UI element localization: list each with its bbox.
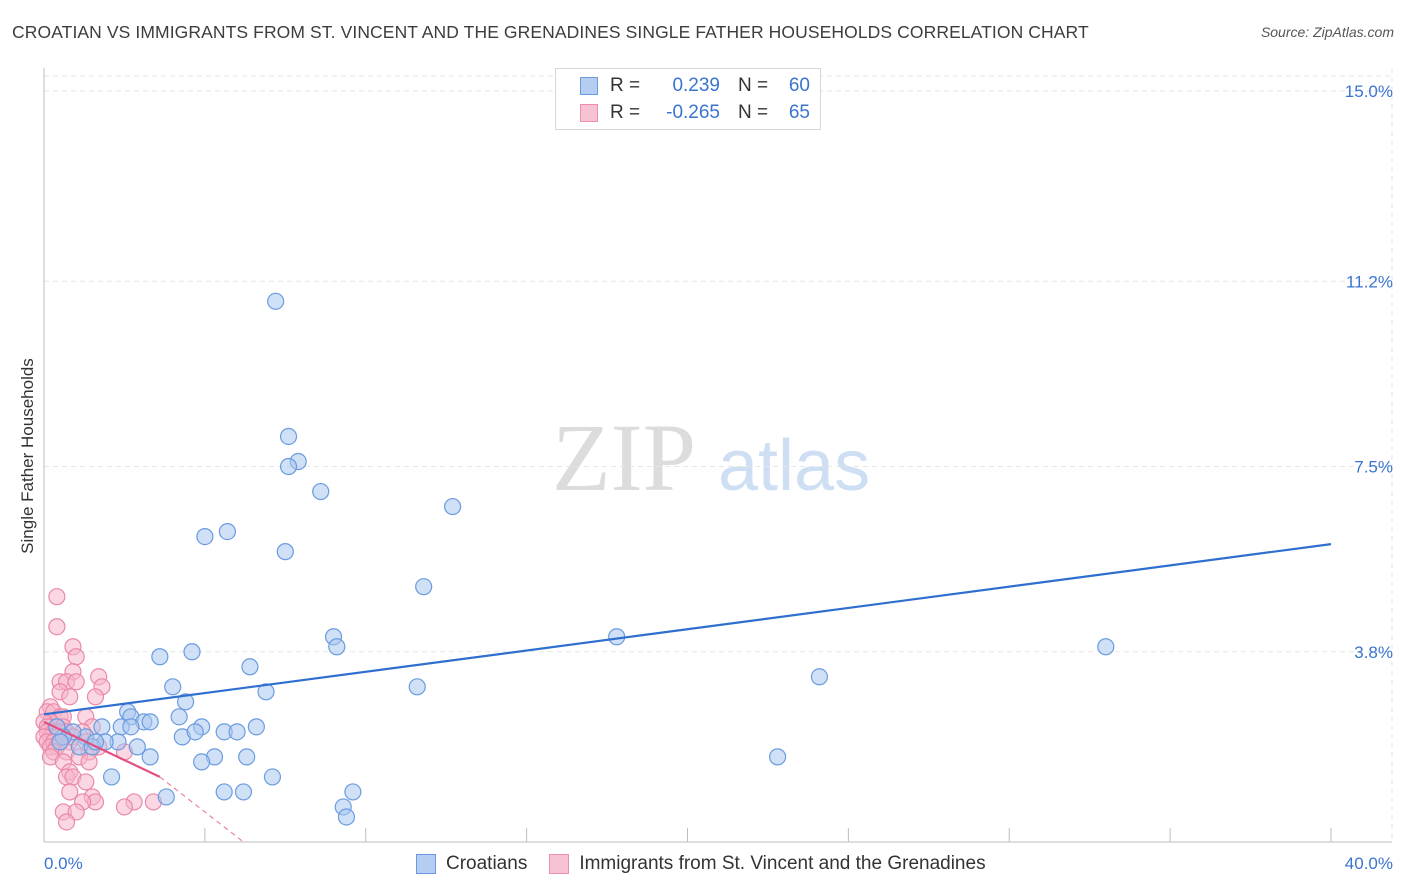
legend-r-label: R = bbox=[610, 102, 641, 123]
data-point-immigrants bbox=[57, 813, 76, 831]
data-point-croatians bbox=[141, 713, 159, 731]
data-point-immigrants bbox=[61, 783, 79, 801]
y-tick-label: 11.2% bbox=[1346, 272, 1393, 291]
watermark: ZIP atlas bbox=[552, 404, 870, 511]
gridlines bbox=[44, 68, 1393, 842]
series-legend-item-croatians[interactable]: Croatians bbox=[416, 853, 527, 875]
watermark-atlas: atlas bbox=[718, 426, 870, 506]
series-croatians bbox=[48, 292, 1115, 826]
data-point-immigrants bbox=[67, 673, 85, 691]
correlation-legend: R = 0.239 N = 60 R = -0.265 N = 65 bbox=[555, 68, 821, 130]
data-point-immigrants bbox=[86, 688, 105, 706]
legend-swatch-blue bbox=[580, 77, 598, 95]
data-point-croatians bbox=[157, 788, 175, 806]
chart-title: CROATIAN VS IMMIGRANTS FROM ST. VINCENT … bbox=[12, 22, 1089, 42]
x-tick-label: 0.0% bbox=[44, 854, 83, 873]
data-point-croatians bbox=[128, 738, 146, 756]
data-point-croatians bbox=[337, 808, 356, 826]
source-label: Source: ZipAtlas.com bbox=[1260, 24, 1394, 40]
data-point-croatians bbox=[176, 693, 195, 711]
trend-lines bbox=[43, 543, 1332, 843]
legend-row-immigrants: R = -0.265 N = 65 bbox=[580, 101, 810, 125]
data-point-croatians bbox=[102, 768, 121, 786]
series-legend-swatch-pink bbox=[549, 854, 570, 874]
data-point-croatians bbox=[279, 457, 298, 476]
data-point-croatians bbox=[186, 723, 204, 741]
data-point-croatians bbox=[183, 643, 201, 661]
y-axis-label: Single Father Households bbox=[18, 358, 37, 554]
data-point-immigrants bbox=[115, 798, 134, 816]
series-legend-label: Croatians bbox=[446, 853, 528, 874]
data-point-croatians bbox=[768, 748, 787, 766]
legend-n-value: 65 bbox=[788, 102, 810, 123]
series-legend-swatch-blue bbox=[416, 854, 436, 874]
data-point-immigrants bbox=[80, 753, 98, 771]
legend-r-value: 0.239 bbox=[672, 75, 720, 96]
data-point-croatians bbox=[141, 748, 159, 766]
legend-r-label: R = bbox=[610, 75, 641, 96]
trend-line-immigrants bbox=[43, 720, 161, 778]
data-point-croatians bbox=[228, 723, 246, 741]
series-immigrants-st-vincent bbox=[35, 588, 162, 831]
data-point-croatians bbox=[93, 718, 111, 736]
data-point-croatians bbox=[170, 708, 188, 726]
x-tick-label: 40.0% bbox=[1345, 854, 1393, 873]
legend-n-label: N = bbox=[738, 75, 769, 96]
data-point-immigrants bbox=[67, 648, 85, 666]
data-point-croatians bbox=[328, 638, 346, 656]
series-legend: Croatians Immigrants from St. Vincent an… bbox=[416, 852, 1008, 876]
data-point-croatians bbox=[276, 543, 294, 561]
data-point-croatians bbox=[196, 528, 214, 546]
data-point-immigrants bbox=[61, 688, 79, 706]
series-legend-label: Immigrants from St. Vincent and the Gren… bbox=[579, 853, 986, 874]
data-point-croatians bbox=[267, 292, 285, 310]
data-point-immigrants bbox=[77, 773, 95, 791]
data-point-croatians bbox=[312, 482, 330, 501]
data-point-croatians bbox=[151, 648, 169, 666]
data-point-croatians bbox=[263, 768, 282, 786]
y-tick-label: 15.0% bbox=[1345, 82, 1393, 101]
data-point-croatians bbox=[164, 678, 182, 696]
data-point-croatians bbox=[608, 628, 626, 646]
data-point-croatians bbox=[810, 668, 829, 686]
legend-swatch-pink bbox=[580, 104, 598, 122]
data-point-croatians bbox=[215, 783, 233, 801]
trend-line-croatians bbox=[43, 543, 1332, 716]
watermark-zip: ZIP bbox=[552, 404, 696, 511]
data-point-croatians bbox=[1097, 638, 1115, 656]
legend-n-value: 60 bbox=[788, 75, 810, 96]
data-point-croatians bbox=[279, 427, 298, 446]
data-point-croatians bbox=[344, 783, 362, 801]
series-legend-item-immigrants[interactable]: Immigrants from St. Vincent and the Gren… bbox=[549, 853, 986, 875]
legend-row-croatians: R = 0.239 N = 60 bbox=[580, 74, 810, 98]
data-point-croatians bbox=[193, 753, 211, 771]
data-point-croatians bbox=[408, 678, 426, 696]
data-point-croatians bbox=[122, 718, 140, 736]
y-tick-label: 7.5% bbox=[1354, 458, 1393, 477]
data-point-croatians bbox=[444, 497, 462, 516]
data-point-croatians bbox=[247, 718, 265, 736]
data-point-croatians bbox=[234, 783, 253, 801]
data-point-croatians bbox=[257, 683, 275, 701]
data-point-croatians bbox=[238, 748, 256, 766]
data-point-immigrants bbox=[48, 588, 66, 606]
data-point-immigrants bbox=[48, 618, 66, 636]
data-point-croatians bbox=[415, 578, 433, 596]
data-point-croatians bbox=[218, 522, 236, 541]
data-point-croatians bbox=[51, 733, 69, 751]
data-point-croatians bbox=[241, 658, 259, 676]
y-tick-label: 3.8% bbox=[1354, 643, 1393, 662]
tick-labels: 3.8% 7.5% 11.2% 15.0% 0.0% 40.0% bbox=[44, 82, 1393, 873]
legend-n-label: N = bbox=[738, 102, 769, 123]
legend-r-value: -0.265 bbox=[666, 102, 720, 123]
